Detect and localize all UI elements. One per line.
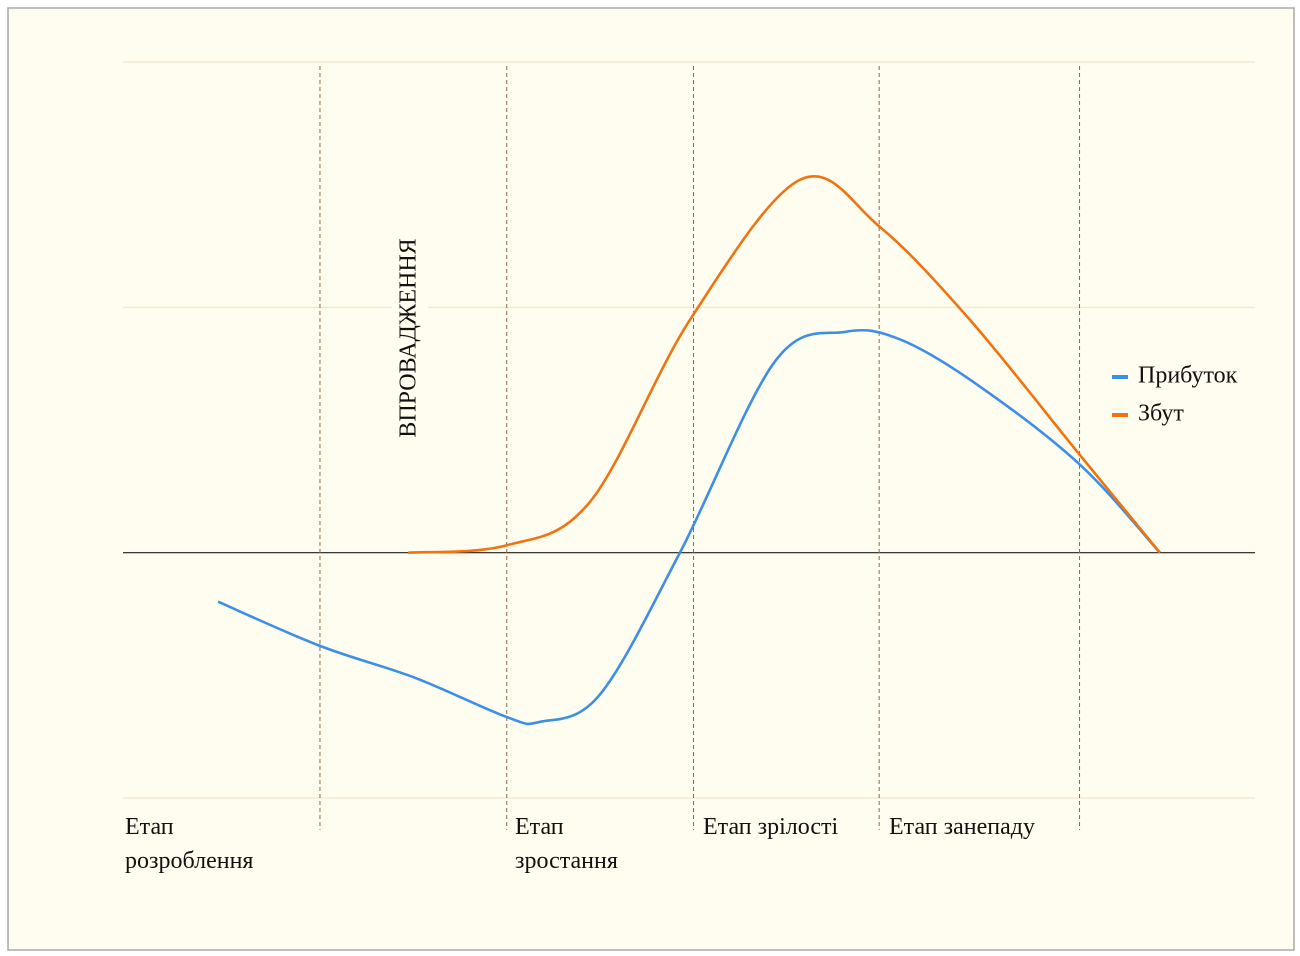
stage-label: Етап розроблення — [125, 814, 254, 874]
annotation-bg — [392, 208, 428, 468]
legend-label: Прибуток — [1138, 363, 1238, 389]
legend-label: Збут — [1138, 401, 1184, 427]
stage-label: Етап зрілості — [703, 814, 839, 840]
annotation: ВПРОВАДЖЕННЯ — [396, 238, 422, 437]
series-line — [217, 328, 1161, 726]
series-line — [408, 174, 1161, 554]
stage-label: Етап зростання — [515, 814, 618, 874]
stage-label: Етап занепаду — [889, 814, 1035, 840]
